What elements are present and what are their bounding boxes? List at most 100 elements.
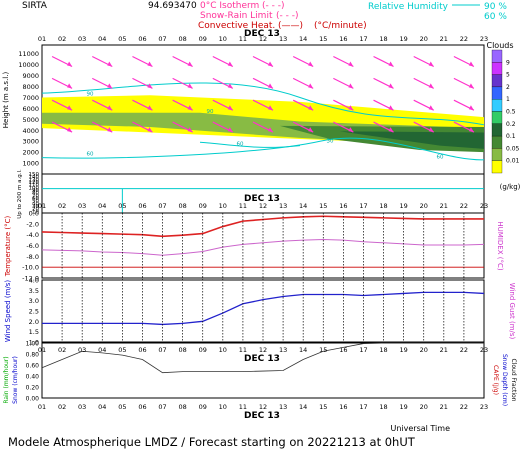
rh-label-5: 60 <box>437 155 444 161</box>
hour-precip-09: 09 <box>199 346 207 354</box>
hour-top-23: 23 <box>480 35 488 43</box>
height-tick-3000: 3000 <box>22 138 39 146</box>
colorbar-label-0: 9 <box>506 59 510 66</box>
legend-convective-unit: (°C/minute) <box>314 21 367 31</box>
hour-top-15: 15 <box>319 35 327 43</box>
colorbar-unit: (g/kg) <box>500 183 521 191</box>
colorbar-seg-4 <box>491 99 503 112</box>
hour-bottom-22: 22 <box>460 403 468 411</box>
hour-precip-15: 15 <box>319 346 327 354</box>
hour-top-17: 17 <box>359 35 367 43</box>
low-tick-120: 120 <box>29 180 40 186</box>
low-tick-110: 110 <box>29 183 40 189</box>
hour-temp-13: 13 <box>279 202 287 210</box>
wind-arrowhead-1-17 <box>388 83 394 89</box>
low-tick-20: 20 <box>32 207 39 213</box>
height-tick-4000: 4000 <box>22 127 39 135</box>
low-tick-150: 150 <box>29 172 40 178</box>
hour-precip-16: 16 <box>339 346 347 354</box>
precip-tick-0.40: 0.40 <box>26 374 40 381</box>
height-tick-11000: 11000 <box>18 50 39 58</box>
date-label-temp: DEC 13 <box>244 194 280 204</box>
colorbar-seg-8 <box>491 148 503 161</box>
colorbar-label-2: 2 <box>506 84 510 91</box>
wind-arrowhead-3-9 <box>227 127 233 133</box>
hour-precip-20: 20 <box>420 346 428 354</box>
wind-tick-2.5: 2.5 <box>29 308 39 316</box>
wind-arrowhead-3-5 <box>147 127 153 133</box>
low-tick-100: 100 <box>29 185 40 191</box>
rh-contour-90 <box>41 82 485 126</box>
low-tick-40: 40 <box>32 201 39 207</box>
low-tick-70: 70 <box>32 193 39 199</box>
cloud-field-core <box>340 131 484 149</box>
rh-label-0: 90 <box>87 91 94 97</box>
hour-top-21: 21 <box>440 35 448 43</box>
wind-arrowhead-0-3 <box>107 61 113 67</box>
precip-plot-frame <box>41 342 485 399</box>
precip-series-line-0 <box>41 342 484 374</box>
rh-label-1: 90 <box>207 109 214 115</box>
hour-top-06: 06 <box>138 35 146 43</box>
height-tick-2000: 2000 <box>22 149 39 157</box>
colorbar-seg-6 <box>491 123 503 137</box>
wind-arrowhead-1-11 <box>268 83 273 89</box>
wind-arrowhead-0-13 <box>308 61 314 67</box>
hour-top-19: 19 <box>399 35 407 43</box>
date-label-top: DEC 13 <box>244 29 280 39</box>
hour-precip-10: 10 <box>219 346 227 354</box>
precip-tick-1.00: 1.00 <box>26 341 40 348</box>
wind-arrowhead-1-7 <box>187 83 193 89</box>
wind-arrowhead-1-5 <box>147 83 153 89</box>
rh-contour-60 <box>41 137 485 161</box>
height-tick-6000: 6000 <box>22 105 39 113</box>
hour-bottom-02: 02 <box>58 403 66 411</box>
legend-isotherm-label: 0°C Isotherm <box>200 1 259 11</box>
rh-label-3: 60 <box>237 142 244 148</box>
wind-arrowhead-1-3 <box>107 83 113 89</box>
wind-arrowhead-2-1 <box>67 105 73 111</box>
wind-arrowhead-0-7 <box>187 61 193 67</box>
hour-temp-03: 03 <box>78 202 86 210</box>
hour-temp-18: 18 <box>379 202 387 210</box>
plots: 90 90 60 60 30 60 1000 2000 3000 4000 5000 6000 7000… <box>2 35 521 411</box>
temp-tick--8.0: -8.0 <box>26 253 39 261</box>
height-tick-10000: 10000 <box>18 61 39 69</box>
rh-label-2: 60 <box>87 151 94 157</box>
temp-tick--4.0: -4.0 <box>26 231 39 239</box>
wind-arrowhead-3-3 <box>107 127 113 133</box>
wind-series-line-0 <box>42 291 485 326</box>
low-tick-60: 60 <box>32 196 39 202</box>
hour-precip-07: 07 <box>158 346 166 354</box>
hour-bottom-18: 18 <box>379 403 387 411</box>
wind-tick-3.0: 3.0 <box>29 297 39 305</box>
wind-arrowhead-1-9 <box>227 83 233 89</box>
rh-contour-30 <box>199 141 301 148</box>
wind-arrowhead-1-15 <box>348 83 354 89</box>
hour-top-12: 12 <box>259 35 267 43</box>
hour-top-11: 11 <box>239 35 247 43</box>
wind-arrowhead-3-11 <box>268 127 273 133</box>
wind-tick-3.5: 3.5 <box>29 287 39 295</box>
wind-arrowhead-3-1 <box>67 127 73 133</box>
snow-axis-title: Snow (cm/hour) <box>12 356 19 404</box>
hour-precip-23: 23 <box>480 346 488 354</box>
colorbar-label-8: 0.01 <box>506 158 520 165</box>
rh-legend-value-90: 90 % <box>484 2 507 12</box>
temp-tick-0.0: 0.0 <box>29 210 39 218</box>
hour-precip-22: 22 <box>460 346 468 354</box>
hour-bottom-09: 09 <box>199 403 207 411</box>
hour-temp-04: 04 <box>98 202 106 210</box>
hour-bottom-15: 15 <box>319 403 327 411</box>
wind-tick-1.0: 1.0 <box>29 339 39 347</box>
colorbar-seg-1 <box>491 62 503 75</box>
hour-bottom-13: 13 <box>279 403 287 411</box>
hour-top-02: 02 <box>58 35 66 43</box>
rh-legend-value-60: 60 % <box>484 12 507 22</box>
wind-arrowhead-1-13 <box>308 83 314 89</box>
low-tick-30: 30 <box>32 204 39 210</box>
colorbar-label-3: 1 <box>506 96 510 103</box>
height-tick-9000: 9000 <box>22 72 39 80</box>
hour-bottom-07: 07 <box>158 403 166 411</box>
hour-bottom-20: 20 <box>420 403 428 411</box>
